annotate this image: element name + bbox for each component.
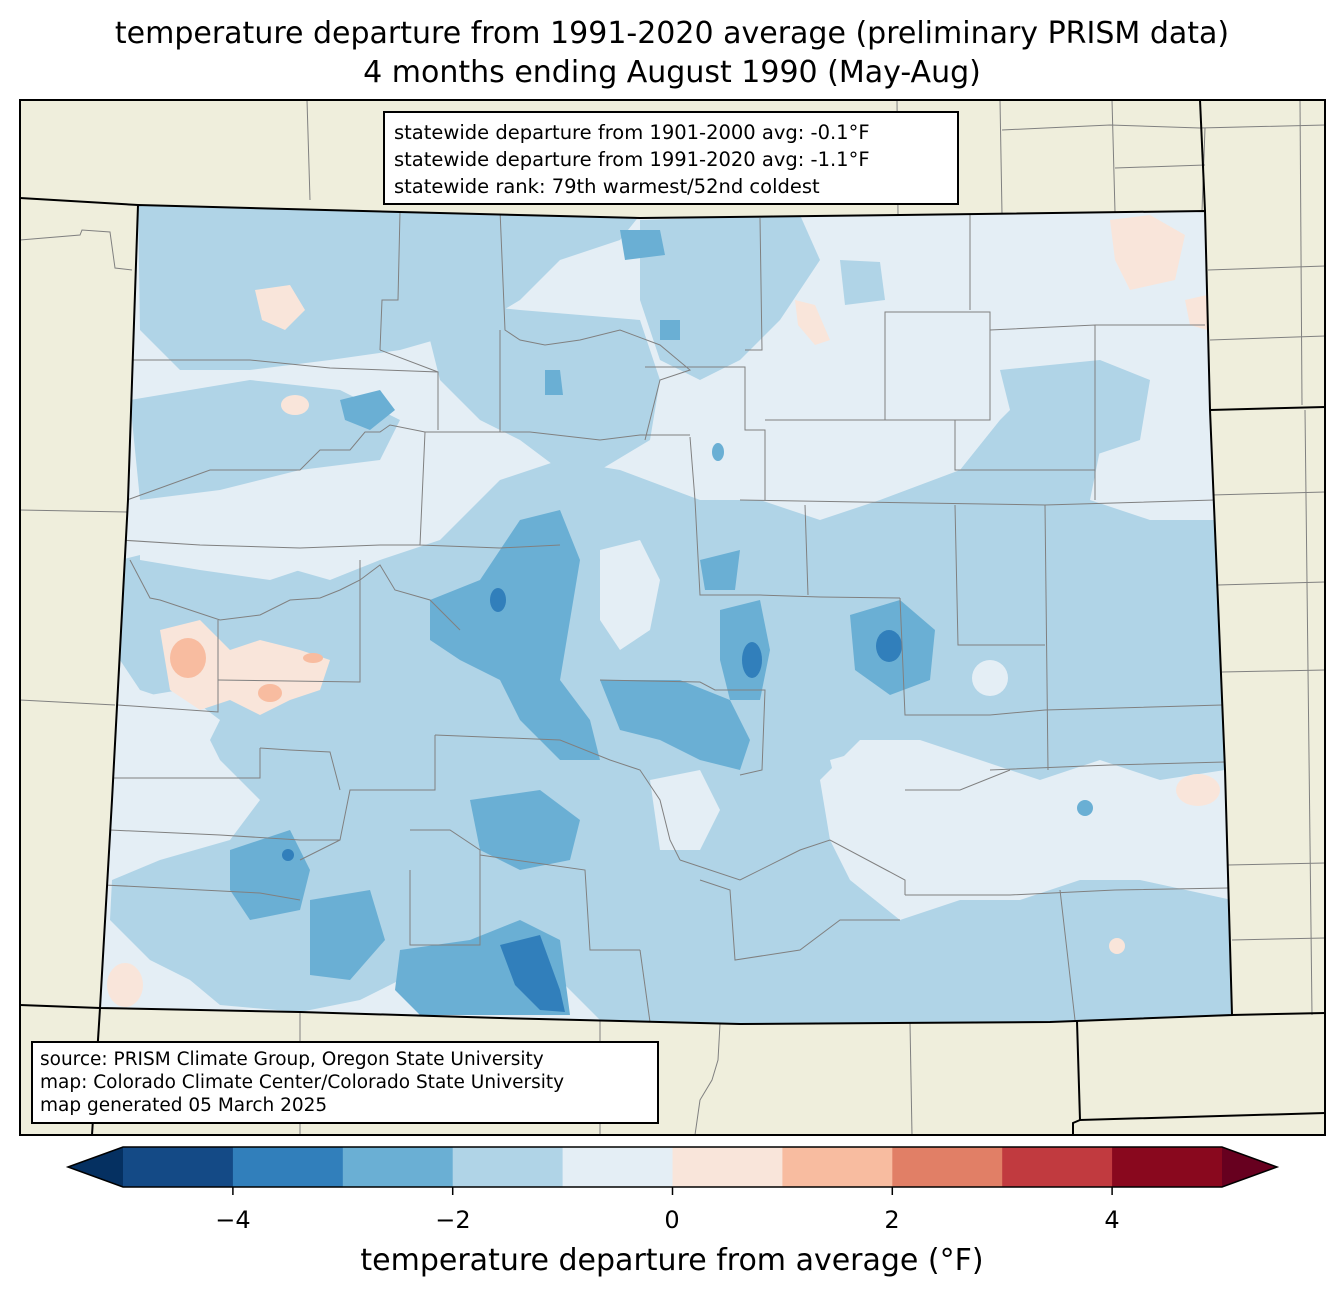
source-line: source: PRISM Climate Group, Oregon Stat… xyxy=(40,1049,544,1070)
colorbar-tick-label: 2 xyxy=(884,1206,900,1234)
colorado-border xyxy=(98,203,1234,1026)
colorbar-bin xyxy=(452,1147,564,1187)
county-lines xyxy=(104,209,1229,1023)
colorbar-tick-label: 0 xyxy=(664,1206,680,1234)
colorbar-label: temperature departure from average (°F) xyxy=(360,1243,984,1278)
field-minus3-to-minus4 xyxy=(282,588,902,1012)
colorbar-bin xyxy=(123,1147,234,1187)
colorbar-tick-label: −2 xyxy=(435,1206,471,1234)
map-title-line2: 4 months ending August 1990 (May-Aug) xyxy=(363,55,981,90)
temperature-field xyxy=(100,205,1232,1024)
colorbar-bin xyxy=(342,1147,454,1187)
stat-departure-1991-2020: statewide departure from 1991-2020 avg: … xyxy=(394,148,870,171)
source-box: source: PRISM Climate Group, Oregon Stat… xyxy=(31,1041,659,1124)
colorbar-outline xyxy=(65,1146,1280,1188)
colorbar-extend-low xyxy=(68,1147,123,1187)
map-frame xyxy=(19,99,1326,1136)
colorbar-bin xyxy=(562,1147,673,1187)
colorbar-bin xyxy=(782,1147,893,1187)
colorbar-extend-high xyxy=(1222,1147,1277,1187)
colorbar-tick-label: 4 xyxy=(1104,1206,1120,1234)
map-title-line1: temperature departure from 1991-2020 ave… xyxy=(114,16,1230,51)
colorbar-tick-label: −4 xyxy=(215,1206,251,1234)
colorbar xyxy=(65,1146,1280,1195)
colorbar-bin xyxy=(672,1147,783,1187)
generated-date-line: map generated 05 March 2025 xyxy=(40,1095,328,1116)
stat-departure-1901-2000: statewide departure from 1901-2000 avg: … xyxy=(394,121,870,144)
stat-rank: statewide rank: 79th warmest/52nd coldes… xyxy=(394,175,820,198)
statewide-stats-box: statewide departure from 1901-2000 avg: … xyxy=(383,111,959,205)
field-minus1-to-0-patches xyxy=(115,510,1008,860)
field-plus1-to-plus2 xyxy=(170,638,323,702)
map-credit-line: map: Colorado Climate Center/Colorado St… xyxy=(40,1072,565,1093)
field-0-to-plus1 xyxy=(107,215,1220,1007)
colorbar-bin xyxy=(232,1147,344,1187)
colorbar-bin xyxy=(1112,1147,1223,1187)
colorbar-bin xyxy=(1002,1147,1113,1187)
colorbar-bin xyxy=(892,1147,1003,1187)
